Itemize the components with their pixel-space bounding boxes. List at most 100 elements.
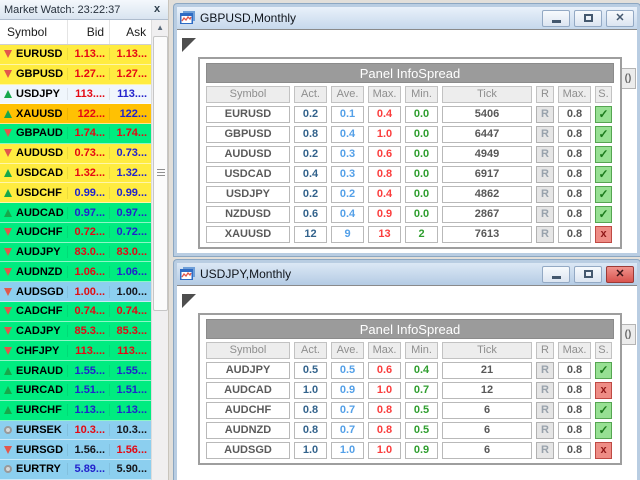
status-check-icon[interactable]: ✓ — [595, 402, 612, 419]
restore-button[interactable] — [574, 265, 602, 283]
market-watch-row[interactable]: USDCHF 0.99... 0.99... — [0, 183, 152, 204]
status-check-icon[interactable]: ✓ — [595, 362, 612, 379]
market-watch-row[interactable]: EURUSD 1.13... 1.13... — [0, 45, 152, 65]
max-limit-input[interactable]: 0.8 — [558, 126, 591, 143]
market-watch-row[interactable]: GBPAUD 1.74... 1.74... — [0, 124, 152, 144]
ask-value: 113.... — [109, 344, 151, 357]
max-limit-input[interactable]: 0.8 — [558, 146, 591, 163]
close-button[interactable]: ✕ — [606, 9, 634, 27]
market-watch-row[interactable]: EURSEK 10.3... 10.3... — [0, 420, 152, 441]
window-titlebar[interactable]: GBPUSD,Monthly ✕ — [177, 7, 637, 29]
close-button[interactable]: ✕ — [606, 265, 634, 283]
max-limit-input[interactable]: 0.8 — [558, 382, 591, 399]
panel-row: USDJPY 0.2 0.2 0.4 0.0 4862 R 0.8 ✓ — [206, 186, 614, 203]
panel-expander-button[interactable]: () — [620, 68, 636, 89]
chart-area[interactable]: () Panel InfoSpread Symbol Act. Ave. Max. Mi… — [177, 285, 637, 480]
reset-button[interactable]: R — [536, 206, 554, 223]
panel-expander-button[interactable]: () — [620, 324, 636, 345]
average-spread-cell: 0.4 — [331, 126, 364, 143]
panel-column-header: R — [536, 86, 554, 103]
status-check-icon[interactable]: ✓ — [595, 206, 612, 223]
ask-value: 1.13... — [109, 48, 151, 61]
max-limit-input[interactable]: 0.8 — [558, 442, 591, 459]
status-check-icon[interactable]: ✓ — [595, 146, 612, 163]
reset-button[interactable]: R — [536, 146, 554, 163]
bid-value: 1.00... — [67, 285, 109, 298]
status-check-icon[interactable]: ✓ — [595, 166, 612, 183]
tick-count-cell: 6 — [442, 422, 532, 439]
market-watch-row[interactable]: AUDCHF 0.72... 0.72... — [0, 222, 152, 243]
max-limit-input[interactable]: 0.8 — [558, 226, 591, 243]
status-cross-icon[interactable]: x — [595, 382, 612, 399]
market-watch-row[interactable]: EURSGD 1.56... 1.56... — [0, 440, 152, 461]
bid-value: 1.55... — [67, 364, 109, 377]
column-header-symbol[interactable]: Symbol — [7, 25, 48, 39]
market-watch-row[interactable]: EURCHF 1.13... 1.13... — [0, 400, 152, 421]
symbol-name: USDJPY — [16, 87, 61, 100]
max-spread-cell: 1.0 — [368, 126, 401, 143]
market-watch-row[interactable]: USDJPY 113.... 113.... — [0, 84, 152, 105]
reset-button[interactable]: R — [536, 442, 554, 459]
reset-button[interactable]: R — [536, 226, 554, 243]
market-watch-row[interactable]: AUDNZD 1.06... 1.06... — [0, 262, 152, 283]
reset-button[interactable]: R — [536, 166, 554, 183]
max-limit-input[interactable]: 0.8 — [558, 362, 591, 379]
market-watch-row[interactable]: AUDUSD 0.73... 0.73... — [0, 143, 152, 164]
minimize-button[interactable] — [542, 9, 570, 27]
window-titlebar[interactable]: USDJPY,Monthly ✕ — [177, 263, 637, 285]
market-watch-row[interactable]: XAUUSD 122... 122... — [0, 104, 152, 125]
close-icon[interactable]: x — [153, 2, 161, 15]
reset-button[interactable]: R — [536, 422, 554, 439]
market-watch-row[interactable]: EURCAD 1.51... 1.51... — [0, 381, 152, 401]
bid-value: 83.0... — [67, 246, 109, 259]
market-watch-row[interactable]: AUDJPY 83.0... 83.0... — [0, 242, 152, 263]
restore-button[interactable] — [574, 9, 602, 27]
tick-count-cell: 12 — [442, 382, 532, 399]
symbol-cell: EURTRY — [0, 463, 67, 475]
symbol-cell: AUDCHF — [0, 226, 67, 238]
panel-title: Panel InfoSpread — [206, 319, 614, 339]
symbol-name: EURAUD — [16, 364, 64, 377]
status-check-icon[interactable]: ✓ — [595, 126, 612, 143]
status-check-icon[interactable]: ✓ — [595, 106, 612, 123]
status-cross-icon[interactable]: x — [595, 226, 612, 243]
status-check-icon[interactable]: ✓ — [595, 422, 612, 439]
neutral-dot-icon — [4, 465, 12, 474]
max-limit-input[interactable]: 0.8 — [558, 206, 591, 223]
reset-button[interactable]: R — [536, 126, 554, 143]
market-watch-row[interactable]: CADCHF 0.74... 0.74... — [0, 301, 152, 322]
market-watch-row[interactable]: AUDCAD 0.97... 0.97... — [0, 203, 152, 223]
panel-row: GBPUSD 0.8 0.4 1.0 0.0 6447 R 0.8 ✓ — [206, 126, 614, 143]
market-watch-row[interactable]: CADJPY 85.3... 85.3... — [0, 321, 152, 342]
max-limit-input[interactable]: 0.8 — [558, 402, 591, 419]
reset-button[interactable]: R — [536, 106, 554, 123]
market-watch-row[interactable]: EURTRY 5.89... 5.90... — [0, 460, 152, 480]
scroll-up-icon[interactable]: ▲ — [156, 23, 164, 32]
max-limit-input[interactable]: 0.8 — [558, 422, 591, 439]
market-watch-row[interactable]: CHFJPY 113.... 113.... — [0, 341, 152, 362]
reset-button[interactable]: R — [536, 382, 554, 399]
market-watch-row[interactable]: AUDSGD 1.00... 1.00... — [0, 282, 152, 302]
bid-value: 113.... — [67, 344, 109, 357]
minimize-button[interactable] — [542, 265, 570, 283]
average-spread-cell: 0.3 — [331, 166, 364, 183]
market-watch-row[interactable]: USDCAD 1.32... 1.32... — [0, 163, 152, 184]
ask-value: 0.72... — [109, 226, 151, 239]
market-watch-scrollbar[interactable]: ▲ — [151, 20, 169, 480]
column-header-ask[interactable]: Ask — [109, 20, 151, 44]
reset-button[interactable]: R — [536, 186, 554, 203]
market-watch-row[interactable]: EURAUD 1.55... 1.55... — [0, 361, 152, 382]
market-watch-row[interactable]: GBPUSD 1.27... 1.27... — [0, 64, 152, 85]
scrollbar-thumb[interactable] — [153, 36, 169, 311]
max-limit-input[interactable]: 0.8 — [558, 186, 591, 203]
status-cross-icon[interactable]: x — [595, 442, 612, 459]
bid-value: 0.72... — [67, 226, 109, 239]
max-limit-input[interactable]: 0.8 — [558, 106, 591, 123]
panel-column-header: Tick — [442, 86, 532, 103]
chart-area[interactable]: () Panel InfoSpread Symbol Act. Ave. Max. Mi… — [177, 29, 637, 253]
column-header-bid[interactable]: Bid — [67, 20, 109, 44]
reset-button[interactable]: R — [536, 362, 554, 379]
max-limit-input[interactable]: 0.8 — [558, 166, 591, 183]
status-check-icon[interactable]: ✓ — [595, 186, 612, 203]
reset-button[interactable]: R — [536, 402, 554, 419]
